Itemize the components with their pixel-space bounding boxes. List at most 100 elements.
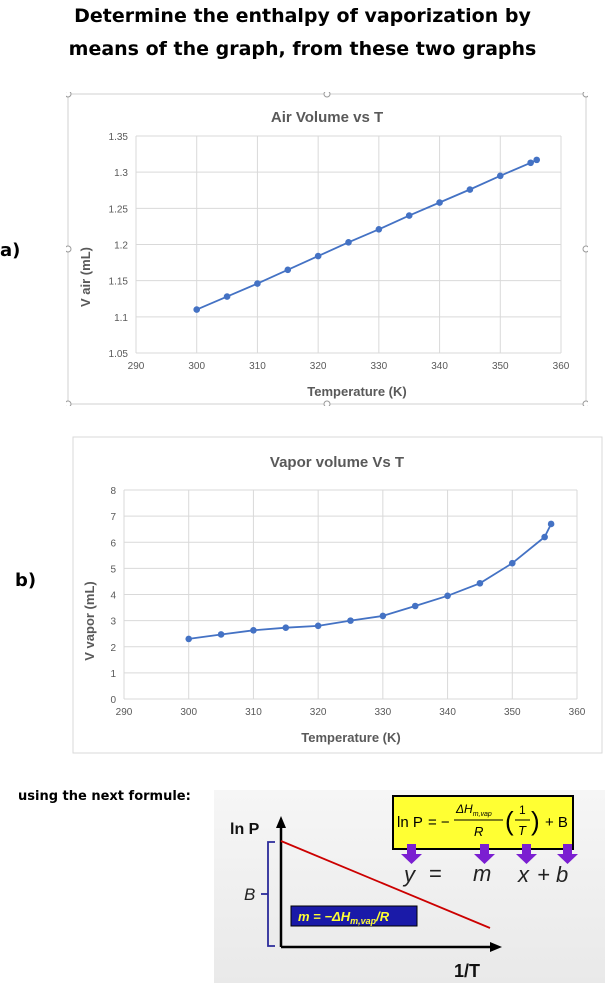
data-point: [314, 622, 322, 630]
data-point: [345, 239, 352, 246]
formula-intro: using the next formule:: [18, 789, 191, 804]
y-tick-label: 0: [110, 695, 116, 706]
data-point: [405, 212, 413, 219]
data-point: [436, 199, 443, 206]
mapping-plus-b: + b: [537, 862, 568, 887]
arrow-icon: [557, 844, 578, 864]
x-tick-label: 310: [249, 361, 266, 372]
eq-numerator: ΔHm,vap: [455, 802, 492, 818]
eq-plus-b: + B: [545, 814, 568, 831]
chart-title: Vapor volume Vs T: [270, 454, 404, 471]
vapor-volume-chart-svg: 0 1 2 3 4 5 6 7 8 290 300 310 320 330 340 350 360 Vapor …: [72, 436, 603, 754]
data-point: [508, 559, 516, 567]
y-tick-label: 1.35: [109, 132, 129, 143]
data-point: [541, 533, 548, 541]
y-axis-arrowhead: [276, 816, 286, 828]
page-title-line-1: Determine the enthalpy of vaporization b…: [74, 5, 531, 27]
x-tick-label: 310: [245, 707, 262, 718]
diagram-y-label: ln P: [230, 821, 260, 838]
selection-handles: [64, 90, 590, 408]
chart-frame: [67, 93, 587, 405]
data-point: [533, 156, 541, 164]
eq-equals-minus: = −: [428, 814, 450, 831]
x-axis-arrowhead: [490, 942, 502, 952]
y-tick-label: 2: [110, 643, 116, 654]
y-tick-label: 8: [110, 486, 116, 497]
data-point: [547, 520, 555, 528]
x-tick-label: 330: [371, 361, 388, 372]
data-point: [284, 266, 292, 274]
data-point: [223, 293, 231, 300]
selection-handle[interactable]: [64, 400, 72, 408]
slope-label: m = −ΔHm,vap/R: [298, 909, 390, 926]
x-tick-label: 320: [310, 707, 327, 718]
x-tick-label: 290: [116, 707, 133, 718]
y-tick-label: 5: [110, 564, 116, 575]
data-point: [314, 252, 322, 260]
y-tick-label: 3: [110, 617, 116, 628]
diagram-x-label: 1/T: [454, 961, 480, 981]
part-b-label: b): [15, 570, 37, 591]
selection-handle[interactable]: [582, 400, 590, 408]
data-point: [444, 592, 451, 600]
eq-denominator: R: [474, 824, 483, 839]
data-point: [282, 624, 290, 631]
clausius-clapeyron-diagram: ln P 1/T B ln P = − ΔHm,vap R ( 1 T ) + …: [214, 790, 605, 983]
data-point: [254, 280, 261, 287]
y-tick-label: 6: [110, 538, 116, 549]
page-title: Determine the enthalpy of vaporization b…: [0, 0, 605, 66]
x-tick-label: 330: [375, 707, 392, 718]
mapping-equals: =: [429, 861, 442, 886]
arrow-icon: [401, 844, 422, 864]
data-point: [347, 617, 354, 624]
mapping-x: x: [517, 862, 530, 887]
data-point: [466, 186, 474, 193]
arrow-icon: [474, 844, 495, 864]
chart-title: Air Volume vs T: [271, 109, 383, 126]
data-point: [217, 631, 225, 638]
y-axis-label: V air (mL): [78, 247, 93, 307]
data-point: [250, 626, 257, 634]
eq-lnP: ln P: [397, 814, 423, 831]
selection-handle[interactable]: [64, 90, 72, 98]
part-a-label: a): [0, 240, 21, 261]
x-tick-label: 290: [128, 361, 145, 372]
intercept-label: B: [244, 885, 255, 904]
x-tick-label: 300: [188, 361, 205, 372]
page-title-line-2: means of the graph, from these two graph…: [68, 38, 537, 60]
y-axis-label: V vapor (mL): [82, 581, 97, 660]
y-tick-label: 1.25: [109, 204, 129, 215]
selection-handle[interactable]: [64, 245, 72, 253]
mapping-y: y: [402, 862, 417, 887]
air-volume-chart: 1.05 1.1 1.15 1.2 1.25 1.3 1.35 290 300 310 320 330…: [64, 90, 590, 408]
slope-box: [290, 905, 418, 927]
x-tick-label: 360: [553, 361, 570, 372]
data-point: [527, 159, 534, 167]
y-tick-label: 1.15: [109, 277, 129, 288]
x-tick-label: 340: [431, 361, 448, 372]
vapor-volume-chart: 0 1 2 3 4 5 6 7 8 290 300 310 320 330 340 350 360 Vapor …: [72, 436, 603, 754]
equation: ln P = − ΔHm,vap R ( 1 T ) + B: [397, 802, 568, 839]
data-point: [496, 172, 504, 180]
x-tick-label: 340: [439, 707, 456, 718]
equation-box: [392, 795, 574, 850]
selection-handle[interactable]: [582, 245, 590, 253]
y-tick-label: 4: [110, 591, 116, 602]
data-point: [185, 635, 193, 643]
air-volume-chart-svg: 1.05 1.1 1.15 1.2 1.25 1.3 1.35 290 300 310 320 330…: [64, 90, 590, 408]
x-tick-label: 350: [504, 707, 521, 718]
mapping-letters: y = m x + b: [402, 861, 568, 887]
eq-inner-num: 1: [519, 803, 526, 817]
y-tick-label: 1: [110, 669, 116, 680]
eq-paren-left: (: [505, 806, 514, 836]
y-tick-label: 7: [110, 512, 116, 523]
selection-handle[interactable]: [582, 90, 590, 98]
mapping-m: m: [473, 861, 491, 886]
selection-handle[interactable]: [323, 90, 331, 98]
eq-inner-den: T: [518, 823, 527, 838]
selection-handle[interactable]: [323, 400, 331, 408]
data-point: [193, 306, 201, 313]
eq-paren-right: ): [531, 806, 540, 836]
x-tick-label: 300: [180, 707, 197, 718]
data-point: [379, 612, 387, 620]
